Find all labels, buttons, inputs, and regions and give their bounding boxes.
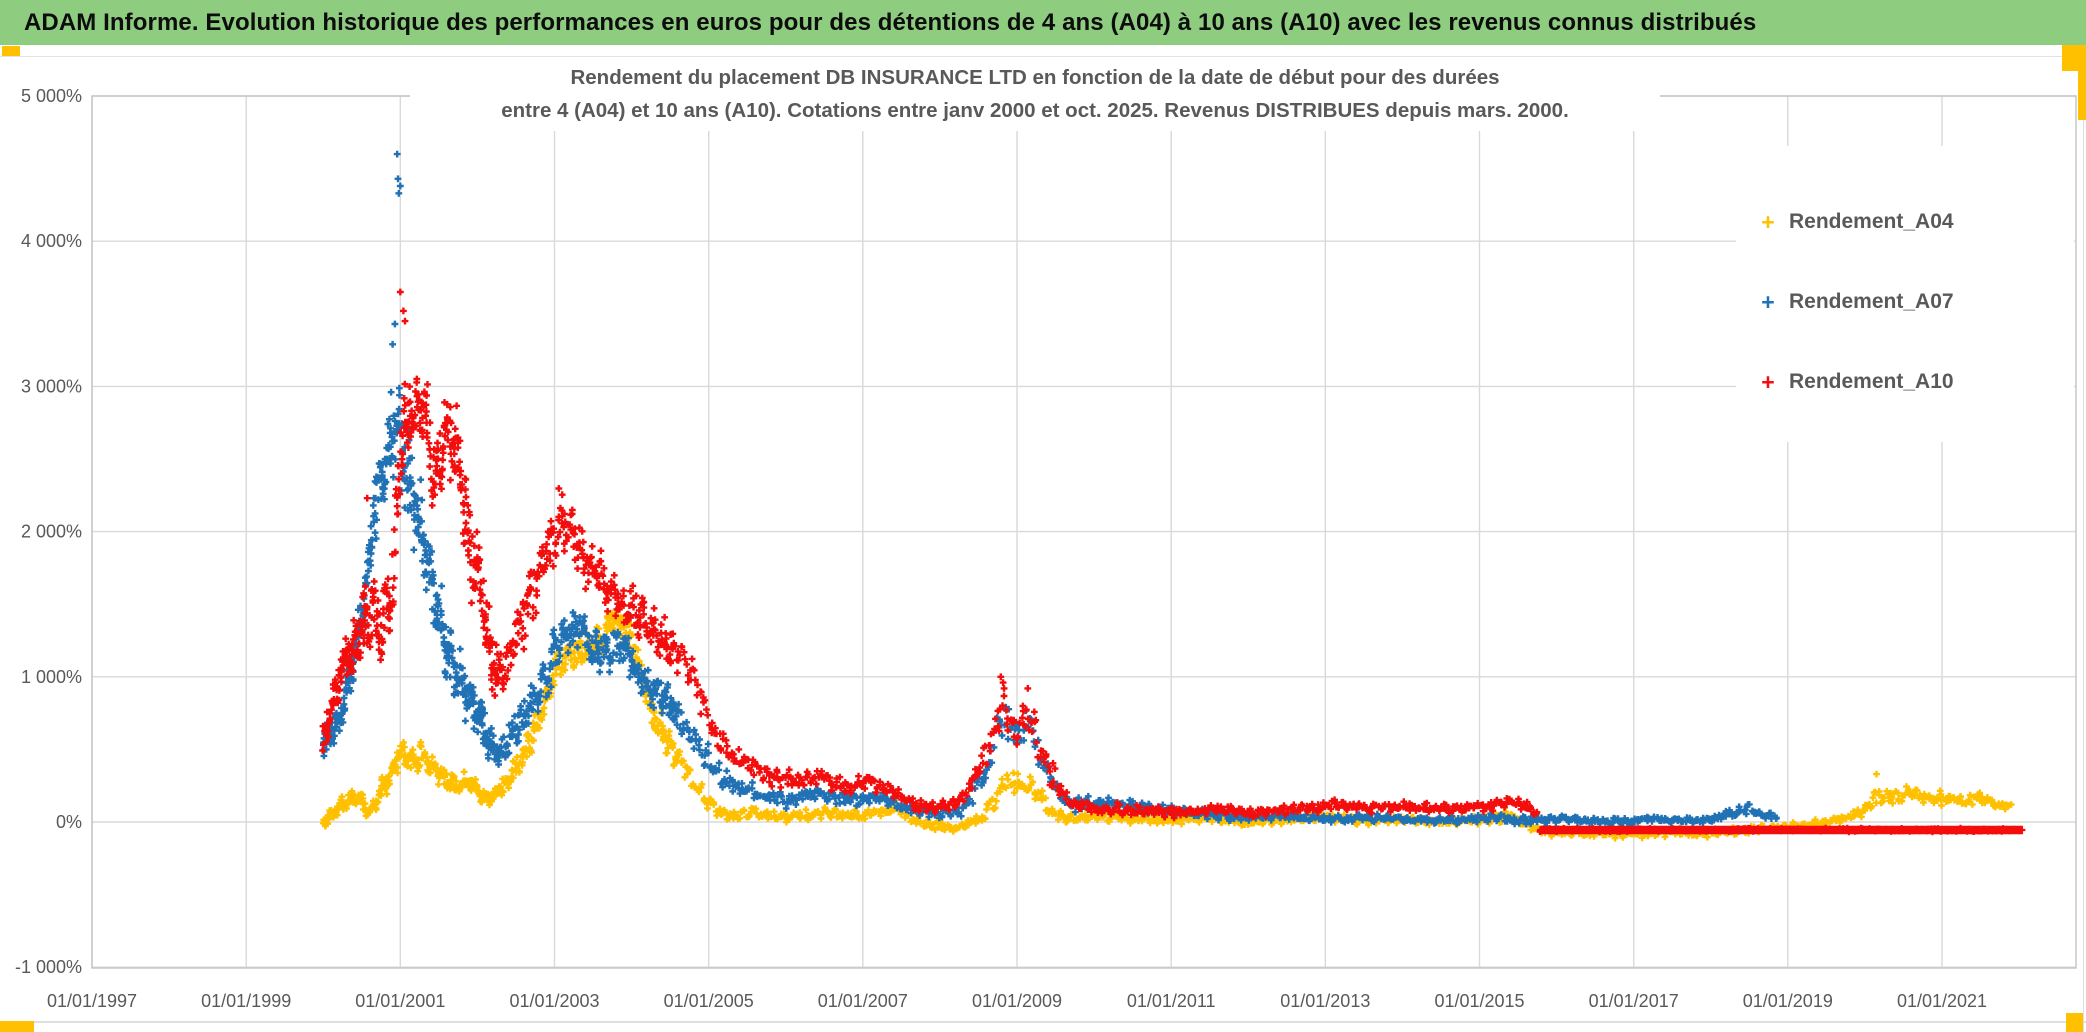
x-tick-label: 01/01/2017 <box>1589 991 1679 1011</box>
chart-legend: + Rendement_A04 + Rendement_A07 + Rendement_A… <box>1736 146 2074 442</box>
x-axis-tick-labels: 01/01/1997 01/01/1999 01/01/2001 01/01/2003… <box>47 991 1987 1011</box>
y-tick-label: -1 000% <box>15 957 82 977</box>
legend-item-rendement-a10[interactable]: + Rendement_A10 <box>1736 368 2074 396</box>
chart-title-line1: Rendement du placement DB INSURANCE LTD … <box>570 66 1500 89</box>
y-tick-label: 4 000% <box>21 231 82 251</box>
x-tick-label: 01/01/1999 <box>201 991 291 1011</box>
x-tick-label: 01/01/2021 <box>1897 991 1987 1011</box>
x-tick-label: 01/01/2005 <box>664 991 754 1011</box>
header-banner-text: ADAM Informe. Evolution historique des p… <box>24 8 1757 36</box>
cell-highlight-bottom-right <box>2066 1013 2083 1032</box>
x-tick-label: 01/01/2011 <box>1127 991 1216 1011</box>
x-tick-label: 01/01/2007 <box>818 991 908 1011</box>
x-tick-label: 01/01/2003 <box>509 991 599 1011</box>
window-top-divider <box>0 56 2062 57</box>
y-tick-label: 5 000% <box>21 86 82 106</box>
x-tick-label: 01/01/2015 <box>1434 991 1524 1011</box>
legend-plus-marker-icon: + <box>1761 209 1775 235</box>
x-tick-label: 01/01/2019 <box>1743 991 1833 1011</box>
legend-plus-marker-icon: + <box>1761 369 1775 395</box>
x-tick-label: 01/01/2009 <box>972 991 1062 1011</box>
window-bottom-divider <box>0 1021 2086 1023</box>
x-tick-label: 01/01/1997 <box>47 991 137 1011</box>
y-tick-label: 1 000% <box>21 667 82 687</box>
cell-highlight-top-right <box>2062 45 2086 71</box>
chart-title: Rendement du placement DB INSURANCE LTD … <box>410 57 1660 131</box>
header-banner: ADAM Informe. Evolution historique des p… <box>0 0 2086 45</box>
legend-item-rendement-a07[interactable]: + Rendement_A07 <box>1736 288 2074 316</box>
y-tick-label: 2 000% <box>21 522 82 542</box>
x-tick-label: 01/01/2013 <box>1280 991 1370 1011</box>
x-tick-label: 01/01/2001 <box>355 991 445 1011</box>
cell-highlight-bottom-left <box>0 1021 34 1032</box>
legend-label: Rendement_A10 <box>1789 370 1954 393</box>
legend-item-rendement-a04[interactable]: + Rendement_A04 <box>1736 208 2074 236</box>
cell-highlight-top-left <box>2 46 20 56</box>
chart-title-line2: entre 4 (A04) et 10 ans (A10). Cotations… <box>501 99 1569 122</box>
legend-plus-marker-icon: + <box>1761 289 1775 315</box>
legend-label: Rendement_A04 <box>1789 210 1954 233</box>
gridlines <box>91 95 2076 968</box>
y-axis-tick-labels: 5 000% 4 000% 3 000% 2 000% 1 000% 0% -1 000% <box>15 86 82 977</box>
series-rendement-a10 <box>319 288 2026 836</box>
legend-label: Rendement_A07 <box>1789 290 1954 313</box>
y-tick-label: 3 000% <box>21 376 82 396</box>
y-tick-label: 0% <box>56 812 82 832</box>
window-right-divider <box>2083 46 2084 1032</box>
cell-highlight-right-strip <box>2078 70 2086 120</box>
